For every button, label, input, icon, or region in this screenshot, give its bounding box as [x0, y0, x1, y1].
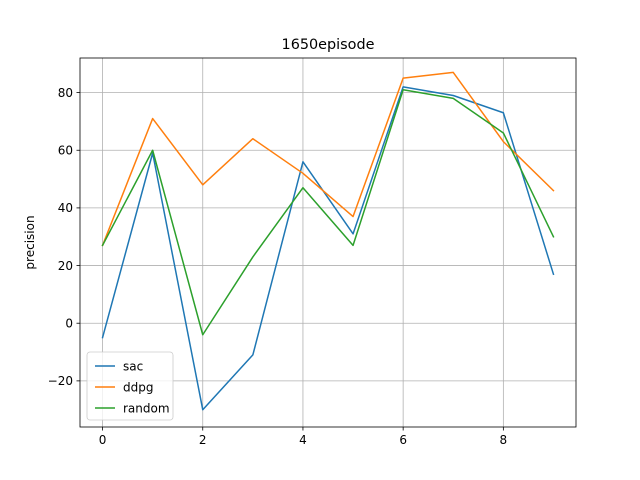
legend-label-random: random	[123, 401, 170, 415]
series-line-sac	[101, 86, 555, 411]
x-tick-label: 4	[299, 433, 307, 447]
legend-label-sac: sac	[123, 359, 143, 373]
axis-ticks: 0 2 4 6 8 −20 0 20 40 60 80	[48, 86, 508, 447]
y-tick-label: 0	[65, 317, 73, 331]
y-tick-label: 20	[58, 259, 73, 273]
series-line-ddpg	[101, 71, 555, 247]
x-tick-label: 2	[199, 433, 207, 447]
x-tick-label: 6	[399, 433, 407, 447]
y-tick-label: 80	[58, 86, 73, 100]
chart-title: 1650episode	[282, 37, 375, 53]
series-lines	[101, 71, 555, 411]
legend-box	[86, 351, 174, 421]
legend: sac ddpg random	[86, 351, 174, 421]
y-tick-label: 60	[58, 144, 73, 158]
x-tick-label: 0	[99, 433, 107, 447]
x-tick-label: 8	[500, 433, 508, 447]
y-axis-label: precision	[23, 215, 37, 269]
plot-frame	[79, 57, 577, 428]
y-tick-label: −20	[48, 374, 73, 388]
legend-label-ddpg: ddpg	[123, 380, 153, 394]
y-tick-label: 40	[58, 201, 73, 215]
series-line-random	[101, 88, 555, 336]
